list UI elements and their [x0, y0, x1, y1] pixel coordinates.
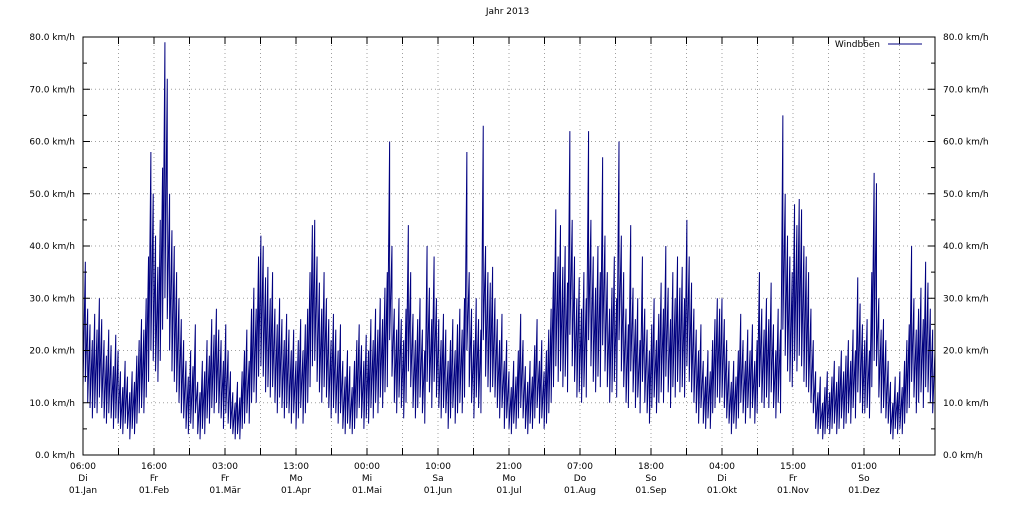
- x-axis-time-label: 07:00: [567, 462, 593, 472]
- y-axis-label-left: 70.0 km/h: [29, 85, 75, 95]
- x-axis-date-label: 01.Feb: [139, 486, 170, 496]
- y-axis-label-left: 50.0 km/h: [29, 190, 75, 200]
- x-axis-date-label: 01.Apr: [281, 486, 311, 496]
- y-axis-label-right: 70.0 km/h: [943, 85, 989, 95]
- y-axis-label-left: 80.0 km/h: [29, 33, 75, 43]
- x-axis-weekday-label: Fr: [221, 474, 230, 484]
- x-axis-date-label: 01.Jan: [69, 486, 97, 496]
- y-axis-label-right: 60.0 km/h: [943, 138, 989, 148]
- x-axis-time-label: 21:00: [496, 462, 522, 472]
- x-axis-time-label: 13:00: [283, 462, 309, 472]
- x-axis-weekday-label: So: [858, 474, 870, 484]
- x-axis-time-label: 16:00: [141, 462, 167, 472]
- x-axis-weekday-label: So: [645, 474, 657, 484]
- x-axis-date-label: 01.Jul: [496, 486, 521, 496]
- x-axis-date-label: 01.Okt: [707, 486, 738, 496]
- x-axis-time-label: 03:00: [212, 462, 238, 472]
- x-axis-time-label: 06:00: [70, 462, 96, 472]
- series-line-windboeen: [82, 42, 936, 440]
- x-axis-time-label: 01:00: [851, 462, 877, 472]
- y-axis-label-right: 20.0 km/h: [943, 347, 989, 357]
- y-axis-label-left: 0.0 km/h: [35, 451, 75, 461]
- x-axis-weekday-label: Sa: [432, 474, 443, 484]
- y-axis-label-right: 10.0 km/h: [943, 399, 989, 409]
- x-axis-date-label: 01.Aug: [564, 486, 596, 496]
- y-axis-label-left: 10.0 km/h: [29, 399, 75, 409]
- x-axis-weekday-label: Di: [717, 474, 726, 484]
- x-axis-weekday-label: Fr: [150, 474, 159, 484]
- legend-label: Windböen: [835, 40, 880, 50]
- y-axis-label-right: 30.0 km/h: [943, 294, 989, 304]
- x-axis-weekday-label: Mo: [289, 474, 303, 484]
- y-axis-label-left: 40.0 km/h: [29, 242, 75, 252]
- x-axis-time-label: 10:00: [425, 462, 451, 472]
- y-axis-label-right: 80.0 km/h: [943, 33, 989, 43]
- x-axis-time-label: 04:00: [709, 462, 735, 472]
- y-axis-label-left: 20.0 km/h: [29, 347, 75, 357]
- y-axis-label-left: 30.0 km/h: [29, 294, 75, 304]
- x-axis-date-label: 01.Nov: [777, 486, 810, 496]
- x-axis-time-label: 00:00: [354, 462, 380, 472]
- x-axis-weekday-label: Mi: [362, 474, 372, 484]
- x-axis-weekday-label: Mo: [502, 474, 516, 484]
- x-axis-date-label: 01.Mär: [209, 486, 241, 496]
- x-axis-time-label: 15:00: [780, 462, 806, 472]
- y-axis-label-right: 50.0 km/h: [943, 190, 989, 200]
- x-axis-date-label: 01.Sep: [635, 486, 667, 496]
- x-axis-date-label: 01.Dez: [848, 486, 880, 496]
- chart-title: Jahr 2013: [485, 7, 530, 17]
- y-axis-label-right: 40.0 km/h: [943, 242, 989, 252]
- x-axis-time-label: 18:00: [638, 462, 664, 472]
- x-axis-weekday-label: Di: [78, 474, 87, 484]
- y-axis-label-right: 0.0 km/h: [943, 451, 983, 461]
- x-axis-weekday-label: Do: [574, 474, 587, 484]
- x-axis-date-label: 01.Jun: [424, 486, 452, 496]
- y-axis-label-left: 60.0 km/h: [29, 138, 75, 148]
- x-axis-weekday-label: Fr: [789, 474, 798, 484]
- x-axis-date-label: 01.Mai: [352, 486, 382, 496]
